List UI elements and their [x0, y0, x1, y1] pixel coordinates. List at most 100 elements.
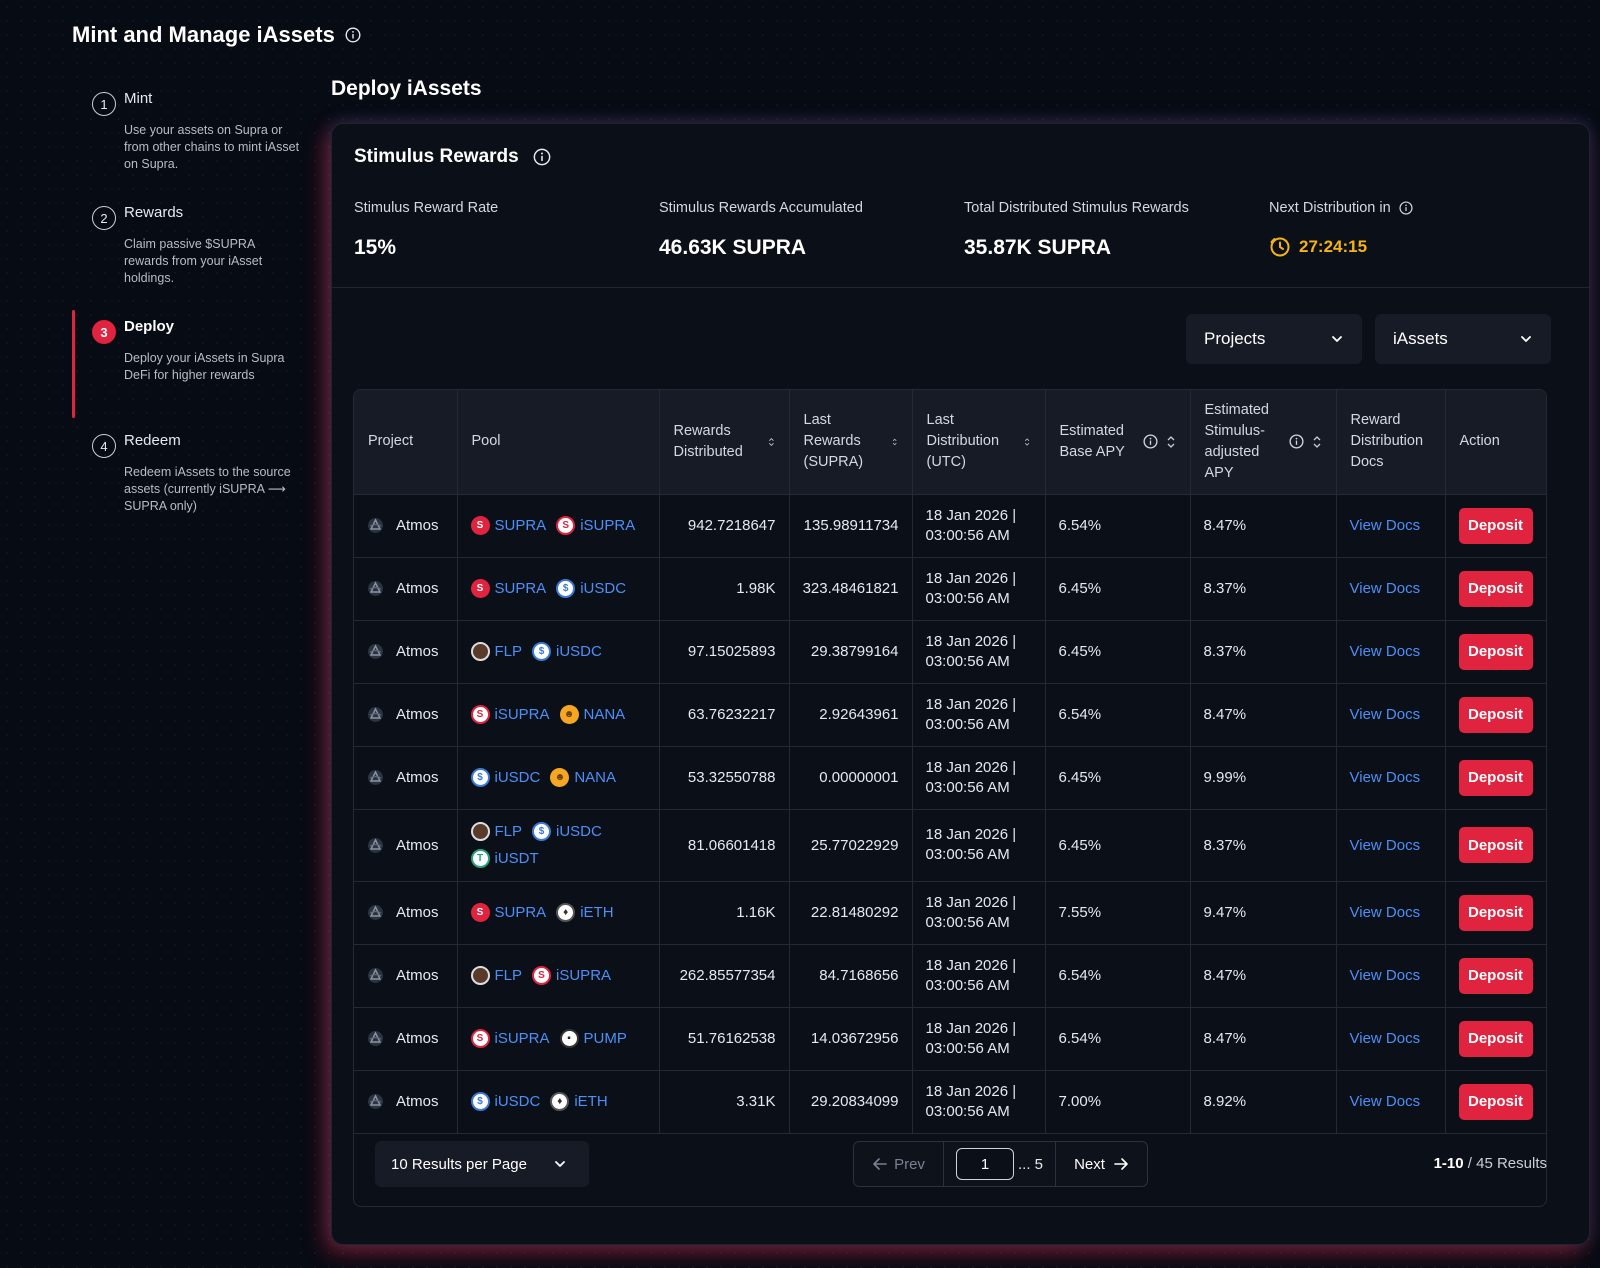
page-number-input[interactable] [955, 1148, 1014, 1180]
step-title: Mint [124, 90, 153, 107]
deposit-button[interactable]: Deposit [1458, 570, 1533, 607]
prev-label: Prev [894, 1155, 925, 1173]
token-label: iSUPRA [580, 517, 636, 534]
cell-action: Deposit [1445, 1070, 1546, 1134]
projects-dropdown[interactable]: Projects [1186, 314, 1362, 364]
sort-icon[interactable] [892, 435, 897, 449]
cell-action: Deposit [1445, 557, 1546, 621]
col-header-stimulus-apy[interactable]: Estimated Stimulus-adjusted APY [1190, 390, 1337, 495]
cell-pool: FLP $ iUSDC [457, 620, 660, 684]
col-header-base-apy[interactable]: Estimated Base APY [1045, 390, 1191, 495]
cell-base-apy: 6.45% [1045, 809, 1191, 882]
token-nana[interactable]: ☻ NANA [550, 768, 616, 787]
deposit-button[interactable]: Deposit [1458, 759, 1533, 796]
flp-icon [470, 822, 490, 841]
supra-icon: S [470, 579, 490, 598]
cell-base-apy: 6.45% [1045, 620, 1191, 684]
results-per-page-dropdown[interactable]: 10 Results per Page [375, 1141, 589, 1187]
iusdt-icon: T [470, 849, 490, 868]
token-flp[interactable]: FLP [470, 822, 522, 841]
view-docs-link[interactable]: View Docs [1349, 517, 1421, 534]
col-header-last-distribution[interactable]: Last Distribution (UTC) [912, 390, 1046, 495]
token-pump[interactable]: ▪ PUMP [559, 1029, 627, 1048]
token-label: NANA [583, 706, 626, 723]
info-icon[interactable] [1399, 201, 1413, 215]
next-page-button[interactable]: Next [1056, 1142, 1147, 1186]
step-mint[interactable]: 1 Mint Use your assets on Supra or from ot… [72, 88, 302, 178]
deposit-button[interactable]: Deposit [1458, 957, 1533, 994]
cell-last-distribution: 18 Jan 2026 | 03:00:56 AM [912, 746, 1046, 810]
token-iusdc[interactable]: $ iUSDC [470, 1092, 541, 1111]
distribution-date: 18 Jan 2026 | [925, 1019, 1017, 1037]
prev-page-button[interactable]: Prev [854, 1142, 944, 1186]
step-deploy[interactable]: 3 Deploy Deploy your iAssets in Supra DeFi… [72, 310, 302, 418]
cell-last-rewards: 135.98911734 [789, 494, 913, 558]
cell-docs: View Docs [1336, 494, 1446, 558]
cell-action: Deposit [1445, 683, 1546, 747]
chevron-down-icon [553, 1157, 567, 1171]
view-docs-link[interactable]: View Docs [1349, 580, 1421, 597]
token-flp[interactable]: FLP [470, 966, 522, 985]
deposit-button[interactable]: Deposit [1458, 1083, 1533, 1120]
stat-value: 15% [354, 236, 397, 259]
col-header-rewards-distributed[interactable]: Rewards Distributed [659, 390, 790, 495]
token-ieth[interactable]: ♦ iETH [556, 903, 614, 922]
token-ieth[interactable]: ♦ iETH [550, 1092, 608, 1111]
cell-project: Atmos [354, 620, 458, 684]
sort-icon[interactable] [768, 435, 775, 449]
deposit-button[interactable]: Deposit [1458, 827, 1533, 863]
cell-last-rewards: 2.92643961 [789, 683, 913, 747]
token-iusdc[interactable]: $ iUSDC [556, 579, 626, 598]
cell-base-apy: 6.54% [1045, 1007, 1191, 1071]
deposit-button[interactable]: Deposit [1458, 696, 1533, 733]
view-docs-link[interactable]: View Docs [1349, 1093, 1421, 1110]
view-docs-link[interactable]: View Docs [1349, 1030, 1421, 1047]
token-label: FLP [494, 643, 523, 660]
token-label: iUSDC [494, 1093, 541, 1110]
step-rewards[interactable]: 2 Rewards Claim passive $SUPRA rewards fro… [72, 202, 302, 292]
view-docs-link[interactable]: View Docs [1349, 836, 1421, 854]
view-docs-link[interactable]: View Docs [1349, 643, 1421, 660]
view-docs-link[interactable]: View Docs [1349, 967, 1421, 984]
col-header-last-rewards[interactable]: Last Rewards (SUPRA) [789, 390, 913, 495]
token-label: SUPRA [494, 580, 547, 597]
iassets-dropdown[interactable]: iAssets [1375, 314, 1551, 364]
token-supra[interactable]: S SUPRA [470, 903, 546, 922]
token-nana[interactable]: ☻ NANA [559, 705, 626, 724]
info-icon[interactable] [1288, 434, 1304, 449]
cell-stimulus-apy: 9.47% [1190, 881, 1337, 945]
view-docs-link[interactable]: View Docs [1349, 769, 1421, 786]
project-name: Atmos [396, 904, 439, 921]
step-redeem[interactable]: 4 Redeem Redeem iAssets to the source asse… [72, 430, 302, 520]
cell-last-rewards: 29.38799164 [789, 620, 913, 684]
info-icon[interactable] [1142, 434, 1158, 449]
token-flp[interactable]: FLP [470, 642, 523, 661]
sort-icon[interactable] [1024, 435, 1030, 449]
card-title: Stimulus Rewards [354, 146, 551, 168]
distribution-date: 18 Jan 2026 | [925, 569, 1017, 587]
token-supra[interactable]: S SUPRA [470, 516, 546, 535]
deposit-button[interactable]: Deposit [1458, 633, 1533, 670]
sort-icon[interactable] [1166, 435, 1176, 449]
view-docs-link[interactable]: View Docs [1349, 904, 1421, 921]
token-label: iSUPRA [494, 1030, 550, 1047]
token-supra[interactable]: S SUPRA [470, 579, 547, 598]
iusdc-icon: $ [532, 642, 552, 661]
stat-rewards-accumulated: Stimulus Rewards Accumulated 46.63K SUPR… [659, 198, 964, 260]
deposit-button[interactable]: Deposit [1458, 1020, 1533, 1057]
deposit-button[interactable]: Deposit [1458, 507, 1533, 544]
token-iusdc[interactable]: $ iUSDC [532, 822, 602, 841]
view-docs-link[interactable]: View Docs [1349, 706, 1421, 723]
sort-icon[interactable] [1312, 435, 1322, 449]
token-iusdc[interactable]: $ iUSDC [532, 642, 602, 661]
info-icon[interactable] [533, 148, 551, 166]
deposit-button[interactable]: Deposit [1458, 894, 1533, 931]
token-iusdc[interactable]: $ iUSDC [470, 768, 540, 787]
info-icon[interactable] [345, 27, 361, 43]
